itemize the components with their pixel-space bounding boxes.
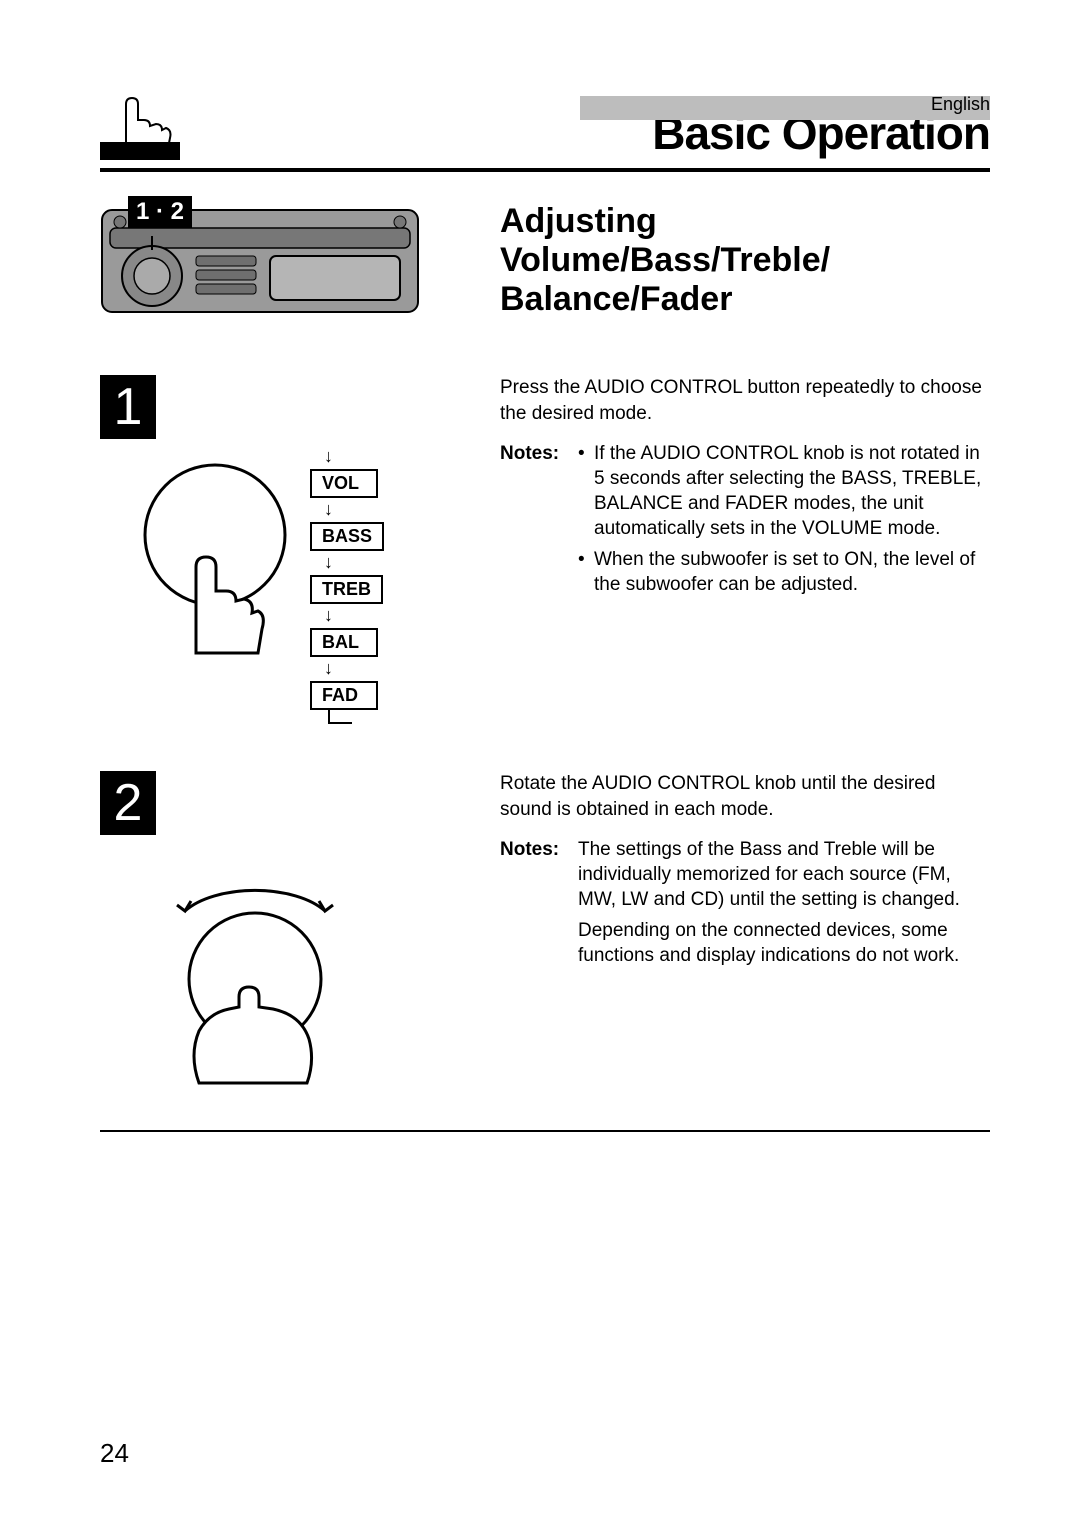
step1-notes: Notes: If the AUDIO CONTROL knob is not … [500,441,990,603]
hand-press-icon [100,90,180,160]
mode-treb: TREB [310,575,383,604]
step2-note-1: The settings of the Bass and Treble will… [578,837,990,912]
section-title: Adjusting Volume/Bass/Treble/ Balance/Fa… [500,202,990,319]
notes-label: Notes: [500,441,572,603]
step2-notes: Notes: The settings of the Bass and Treb… [500,837,990,974]
stereo-illustration: 1 · 2 [100,198,420,318]
lang-strip [580,96,990,120]
page-number: 24 [100,1438,129,1469]
step1-note-1: If the AUDIO CONTROL knob is not rotated… [578,441,990,541]
down-arrow-icon: ↓ [324,447,384,465]
step1-figure: ↓ VOL ↓ BASS ↓ TREB ↓ BAL ↓ FAD [100,455,440,725]
step1-badge: 1 [100,375,156,439]
step1-left: 1 ↓ VOL ↓ BASS ↓ TREB ↓ BAL ↓ FAD [100,369,480,725]
language-label: English [931,94,990,115]
mode-sequence: ↓ VOL ↓ BASS ↓ TREB ↓ BAL ↓ FAD [310,445,384,724]
down-arrow-icon: ↓ [324,606,384,624]
notes-label: Notes: [500,837,572,974]
step2-instruction: Rotate the AUDIO CONTROL knob until the … [500,771,990,822]
step1-text: Press the AUDIO CONTROL button repeatedl… [500,369,990,725]
step1-note-2: When the subwoofer is set to ON, the lev… [578,547,990,597]
knob-press-icon [130,455,300,655]
down-arrow-icon: ↓ [324,553,384,571]
mode-vol: VOL [310,469,378,498]
mode-fad: FAD [310,681,378,710]
step2-note-2: Depending on the connected devices, some… [578,918,990,968]
header-rule [100,168,990,172]
stereo-step-badge: 1 · 2 [128,196,192,228]
step1-instruction: Press the AUDIO CONTROL button repeatedl… [500,375,990,426]
down-arrow-icon: ↓ [324,500,384,518]
mode-bass: BASS [310,522,384,551]
footer-rule [100,1130,990,1132]
step2-text: Rotate the AUDIO CONTROL knob until the … [500,765,990,1090]
step2-badge: 2 [100,771,156,835]
mode-bal: BAL [310,628,378,657]
knob-rotate-icon [155,875,355,1085]
step2-left: 2 [100,765,480,1090]
down-arrow-icon: ↓ [324,659,384,677]
